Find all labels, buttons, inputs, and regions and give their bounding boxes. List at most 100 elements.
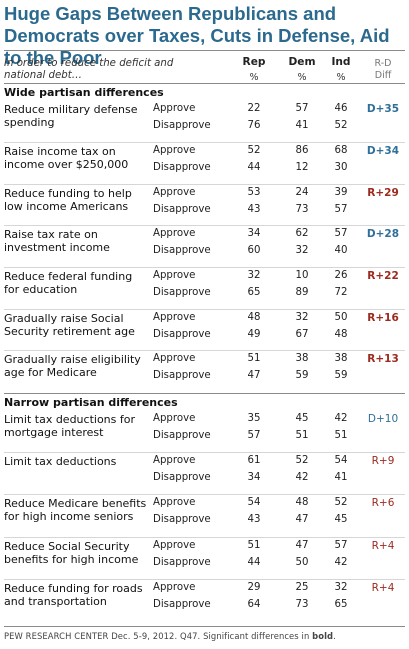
rep-approve-value: 51 — [247, 540, 261, 551]
dem-approve-value: 48 — [295, 497, 309, 508]
rep-disapprove-value: 57 — [247, 430, 261, 441]
dem-approve-value: 47 — [295, 540, 309, 551]
item-label: Gradually raise Social Security retireme… — [4, 312, 135, 338]
dem-approve-value: 38 — [295, 353, 309, 364]
approve-label: Approve — [153, 455, 196, 466]
rep-disapprove-value: 65 — [247, 287, 261, 298]
dem-disapprove-value: 12 — [295, 162, 309, 173]
rep-disapprove-value: 76 — [247, 120, 261, 131]
ind-disapprove-value: 65 — [334, 599, 348, 610]
dem-disapprove-value: 73 — [295, 204, 309, 215]
rep-disapprove-value: 47 — [247, 370, 261, 381]
dem-approve-value: 57 — [295, 103, 309, 114]
rep-disapprove-value: 44 — [247, 162, 261, 173]
dem-disapprove-value: 47 — [295, 514, 309, 525]
footer-end-text: . — [333, 631, 336, 641]
ind-approve-value: 68 — [334, 145, 348, 156]
rep-disapprove-value: 64 — [247, 599, 261, 610]
item-label: Reduce Medicare benefits for high income… — [4, 497, 147, 523]
ind-disapprove-value: 59 — [334, 370, 348, 381]
section-heading: Wide partisan differences — [4, 86, 164, 99]
diff-value: R+22 — [367, 270, 399, 282]
rep-approve-value: 54 — [247, 497, 261, 508]
title-rule — [4, 50, 405, 51]
ind-disapprove-value: 30 — [334, 162, 348, 173]
rep-disapprove-value: 43 — [247, 514, 261, 525]
ind-approve-value: 42 — [334, 413, 348, 424]
approve-label: Approve — [153, 353, 196, 364]
diff-value: R+29 — [367, 187, 399, 199]
rep-approve-value: 35 — [247, 413, 261, 424]
disapprove-label: Disapprove — [153, 120, 211, 131]
approve-label: Approve — [153, 582, 196, 593]
table-subtitle: In order to reduce the deficit and natio… — [4, 58, 174, 81]
diff-value: D+34 — [366, 145, 400, 157]
item-label: Reduce Social Security benefits for high… — [4, 540, 139, 566]
diff-value: R+16 — [367, 312, 399, 324]
disapprove-label: Disapprove — [153, 329, 211, 340]
column-header-diff-line1: R-D — [374, 58, 392, 69]
dem-disapprove-value: 67 — [295, 329, 309, 340]
disapprove-label: Disapprove — [153, 204, 211, 215]
diff-value: D+35 — [366, 103, 400, 115]
ind-approve-value: 54 — [334, 455, 348, 466]
diff-value: R+4 — [371, 582, 395, 594]
rep-disapprove-value: 49 — [247, 329, 261, 340]
ind-disapprove-value: 57 — [334, 204, 348, 215]
item-label: Gradually raise eligibility age for Medi… — [4, 353, 141, 379]
footer-bold-word: bold — [312, 631, 334, 641]
column-header-ind: Ind — [331, 56, 351, 68]
section-rule — [4, 393, 405, 394]
disapprove-label: Disapprove — [153, 557, 211, 568]
dem-disapprove-value: 73 — [295, 599, 309, 610]
row-separator — [4, 309, 405, 310]
row-separator — [4, 225, 405, 226]
ind-disapprove-value: 52 — [334, 120, 348, 131]
item-label: Reduce funding to help low income Americ… — [4, 187, 132, 213]
ind-disapprove-value: 45 — [334, 514, 348, 525]
column-header-dem: Dem — [288, 56, 316, 68]
item-label: Reduce federal funding for education — [4, 270, 133, 296]
dem-approve-value: 32 — [295, 312, 309, 323]
dem-approve-value: 62 — [295, 228, 309, 239]
ind-approve-value: 38 — [334, 353, 348, 364]
dem-approve-value: 45 — [295, 413, 309, 424]
row-separator — [4, 184, 405, 185]
diff-value: R+6 — [371, 497, 395, 509]
disapprove-label: Disapprove — [153, 245, 211, 256]
dem-approve-value: 24 — [295, 187, 309, 198]
dem-disapprove-value: 89 — [295, 287, 309, 298]
rep-approve-value: 34 — [247, 228, 261, 239]
column-percent-dem: % — [297, 72, 307, 83]
row-separator — [4, 494, 405, 495]
dem-disapprove-value: 42 — [295, 472, 309, 483]
ind-disapprove-value: 72 — [334, 287, 348, 298]
disapprove-label: Disapprove — [153, 370, 211, 381]
ind-disapprove-value: 41 — [334, 472, 348, 483]
diff-value: R+4 — [371, 540, 395, 552]
item-label: Reduce funding for roads and transportat… — [4, 582, 143, 608]
bottom-rule — [4, 626, 405, 627]
ind-approve-value: 46 — [334, 103, 348, 114]
disapprove-label: Disapprove — [153, 599, 211, 610]
dem-approve-value: 52 — [295, 455, 309, 466]
item-label: Raise tax rate on investment income — [4, 228, 110, 254]
dem-approve-value: 10 — [295, 270, 309, 281]
dem-disapprove-value: 50 — [295, 557, 309, 568]
rep-approve-value: 22 — [247, 103, 261, 114]
ind-approve-value: 57 — [334, 540, 348, 551]
approve-label: Approve — [153, 413, 196, 424]
column-header-diff-line2: Diff — [374, 70, 392, 81]
dem-disapprove-value: 32 — [295, 245, 309, 256]
row-separator — [4, 452, 405, 453]
approve-label: Approve — [153, 312, 196, 323]
chart-title: Huge Gaps Between Republicans and Democr… — [4, 3, 390, 68]
ind-approve-value: 39 — [334, 187, 348, 198]
rep-approve-value: 53 — [247, 187, 261, 198]
section-heading: Narrow partisan differences — [4, 396, 178, 409]
column-header-rep: Rep — [242, 56, 266, 68]
approve-label: Approve — [153, 497, 196, 508]
column-percent-rep: % — [249, 72, 259, 83]
footer-source-text: PEW RESEARCH CENTER Dec. 5-9, 2012. Q47.… — [4, 631, 310, 641]
